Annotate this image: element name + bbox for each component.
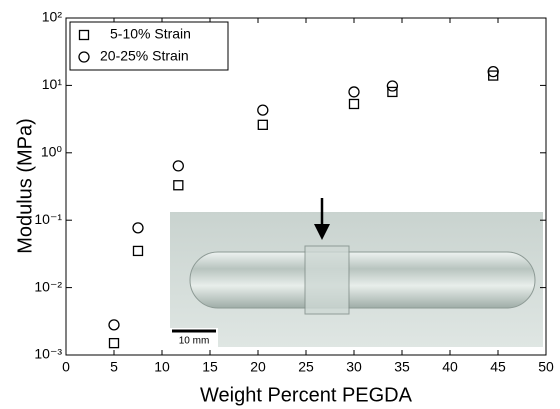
marker-square [350,99,359,108]
marker-circle [109,320,119,330]
legend-label: 20-25% Strain [100,48,189,64]
marker-circle [387,81,397,91]
x-tick-label: 15 [202,359,218,375]
y-tick-label: 10⁻² [34,278,62,294]
scale-bar-label: 10 mm [179,336,210,347]
marker-square [110,339,119,348]
marker-circle [133,223,143,233]
x-axis-label: Weight Percent PEGDA [200,384,413,406]
y-tick-label: 10² [42,9,63,25]
x-tick-label: 25 [298,359,314,375]
x-tick-label: 50 [538,359,554,375]
marker-square [174,181,183,190]
marker-square [388,87,397,96]
x-tick-label: 0 [62,359,70,375]
x-tick-label: 10 [154,359,170,375]
y-tick-label: 10¹ [42,76,63,92]
chart: 10 mm Weight Percent PEGDA Modulus (MPa)… [0,0,560,409]
marker-square [258,120,267,129]
y-tick-label: 10⁻¹ [34,211,62,227]
legend-label: 5-10% Strain [110,26,191,42]
marker-circle [173,161,183,171]
marker-circle [349,87,359,97]
y-tick-label: 10⁰ [41,144,63,160]
x-tick-label: 35 [394,359,410,375]
y-tick-label: 10⁻³ [34,346,62,362]
x-tick-label: 40 [442,359,458,375]
x-tick-label: 30 [346,359,362,375]
y-axis-label: Modulus (MPa) [14,118,36,254]
x-tick-label: 20 [250,359,266,375]
inset-photo: 10 mm [170,198,543,347]
marker-square [134,246,143,255]
marker-circle [258,105,268,115]
x-tick-label: 5 [110,359,118,375]
x-tick-label: 45 [490,359,506,375]
